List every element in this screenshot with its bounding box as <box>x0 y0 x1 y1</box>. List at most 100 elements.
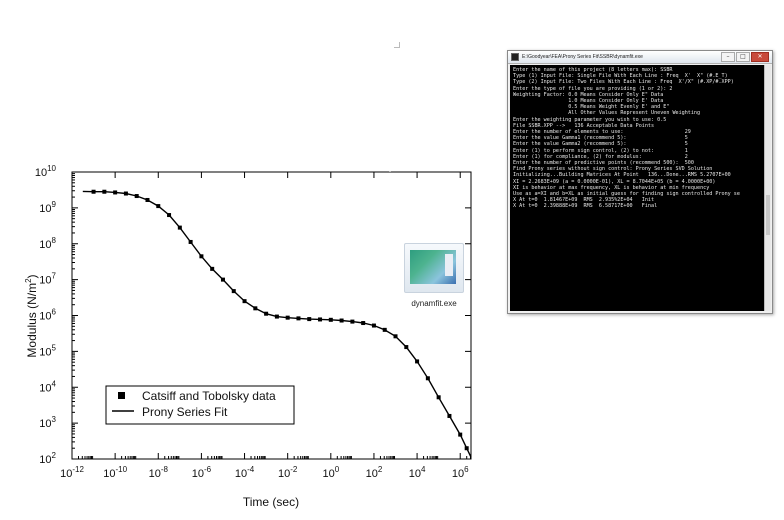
data-point <box>382 327 387 332</box>
data-point <box>253 306 258 311</box>
y-tick-label: 105 <box>39 343 56 358</box>
console-line: Enter the value Gamma2 (recommend 5): 5 <box>513 141 688 148</box>
console-titlebar[interactable]: E:\Goodyear\FEA\Prony Series Fit\SSBR\dy… <box>508 51 772 64</box>
x-axis-label: Time (sec) <box>243 495 299 509</box>
data-point <box>188 239 193 244</box>
console-line: Enter the number of predictive points (r… <box>513 160 694 167</box>
data-point <box>199 254 204 259</box>
data-point <box>285 315 290 320</box>
data-point <box>123 191 128 196</box>
data-point <box>145 197 150 202</box>
data-point <box>210 266 215 271</box>
x-axis: 10-12 10-10 10-8 10-6 10-4 10-2 100 102 104 106 <box>60 172 472 480</box>
y-tick-label: 104 <box>39 379 56 394</box>
data-point <box>264 311 269 316</box>
console-line: Type (2) Input File: Two Files With Each… <box>513 79 734 86</box>
data-point <box>436 395 441 400</box>
data-point <box>425 376 430 381</box>
scrollbar-thumb[interactable] <box>766 195 770 235</box>
data-point <box>134 194 139 199</box>
y-tick-label: 108 <box>39 236 56 251</box>
data-point <box>415 359 420 364</box>
data-point <box>156 204 161 209</box>
console-line: Type (1) Input File: Single File With Ea… <box>513 73 728 80</box>
data-point <box>242 299 247 304</box>
legend-label-fit: Prony Series Fit <box>142 405 228 419</box>
console-title: E:\Goodyear\FEA\Prony Series Fit\SSBR\dy… <box>522 54 643 60</box>
y-tick-label: 1010 <box>35 164 57 179</box>
desktop-icon-label: dynamfit.exe <box>411 299 457 308</box>
data-point <box>458 432 463 437</box>
console-output[interactable]: Enter the name of this project (8 letter… <box>510 65 764 311</box>
corner-mark <box>394 42 400 48</box>
console-window[interactable]: E:\Goodyear\FEA\Prony Series Fit\SSBR\dy… <box>507 50 773 314</box>
data-point <box>167 213 172 218</box>
y-axis-label: Modulus (N/m2) <box>24 274 39 357</box>
x-tick-label: 100 <box>322 465 339 480</box>
console-line: 1.0 Means Consider Only E' Data <box>513 98 664 105</box>
maximize-button[interactable]: □ <box>736 52 750 62</box>
console-line: X At t=0 2.39888E+09 RMS 6.58717E+00 Fin… <box>513 203 658 210</box>
data-point <box>404 345 409 350</box>
console-line: Enter the type of file you are providing… <box>513 85 673 92</box>
legend-square-marker <box>118 392 125 399</box>
console-line: Use as a=XI and b=XL as initial guess fo… <box>513 191 740 198</box>
console-line: Enter the name of this project (8 letter… <box>513 67 673 73</box>
data-point <box>102 189 107 194</box>
y-tick-label: 106 <box>39 308 56 323</box>
data-point <box>447 413 452 418</box>
console-app-icon <box>511 53 519 61</box>
console-line: Enter the value Gamma1 (recommend 5): 5 <box>513 135 688 142</box>
console-line: Enter (1) to perform sign control, (2) t… <box>513 147 688 154</box>
legend-box <box>105 385 295 425</box>
y-tick-label: 109 <box>39 200 56 215</box>
data-point <box>464 446 469 451</box>
y-tick-label: 103 <box>39 415 56 430</box>
data-point <box>307 317 312 322</box>
console-line: 0.5 Means Weight Evenly E' and E" <box>513 104 670 111</box>
data-point <box>274 314 279 319</box>
console-line: All Other Values Represent Uneven Weight… <box>513 110 701 117</box>
desktop-file-dynamfit[interactable]: dynamfit.exe <box>400 243 468 308</box>
data-point <box>318 317 323 322</box>
executable-thumbnail-icon[interactable] <box>404 243 464 293</box>
console-line: File SSBR.XPP --> 136 Acceptable Data Po… <box>513 122 655 129</box>
data-point <box>91 189 96 194</box>
data-point <box>220 277 225 282</box>
data-point <box>296 316 301 321</box>
y-axis: 102 103 104 105 106 107 108 109 1010 <box>35 164 471 466</box>
series-markers <box>91 189 469 451</box>
y-tick-label: 102 <box>39 451 56 466</box>
x-tick-label: 104 <box>409 465 426 480</box>
console-line: Enter the weighting parameter you wish t… <box>513 116 667 123</box>
console-line: Initializing...Building Matrices At Poin… <box>513 172 731 179</box>
x-tick-label: 102 <box>366 465 383 480</box>
legend: Catsiff and Tobolsky data Prony Series Fi… <box>105 385 295 425</box>
data-point <box>361 321 366 326</box>
console-line: Enter the number of elements to use: 29 <box>513 129 691 136</box>
data-point <box>113 190 118 195</box>
x-tick-label: 10-8 <box>149 465 169 480</box>
x-tick-label: 10-10 <box>103 465 127 480</box>
x-tick-label: 10-12 <box>60 465 84 480</box>
data-point <box>231 289 236 294</box>
console-line: Enter (1) for compliance, (2) for modulu… <box>513 153 688 160</box>
console-scrollbar[interactable] <box>764 65 771 311</box>
data-point <box>393 334 398 339</box>
console-line: XI is behavior at max frequency, XL is b… <box>513 184 710 191</box>
data-point <box>350 319 355 324</box>
close-button[interactable]: ✕ <box>751 52 769 62</box>
minimize-button[interactable]: – <box>721 52 735 62</box>
data-point <box>177 225 182 230</box>
x-tick-label: 10-4 <box>235 465 255 480</box>
console-line: Find Prony series without sign control: … <box>513 166 713 173</box>
legend-label-data: Catsiff and Tobolsky data <box>142 389 276 403</box>
x-tick-label: 10-2 <box>278 465 298 480</box>
x-tick-label: 106 <box>452 465 469 480</box>
console-line: X At t=0 1.8146?E+09 RMS 2.935%2E+04 Ini… <box>513 197 655 204</box>
console-line: Weighting Factor: 0.0 Means Consider Onl… <box>513 91 664 98</box>
y-tick-label: 107 <box>39 272 56 287</box>
console-line: XI = 2.2683E+09 (a = 0.0000E-01), XL = 8… <box>513 178 716 185</box>
data-point <box>339 318 344 323</box>
